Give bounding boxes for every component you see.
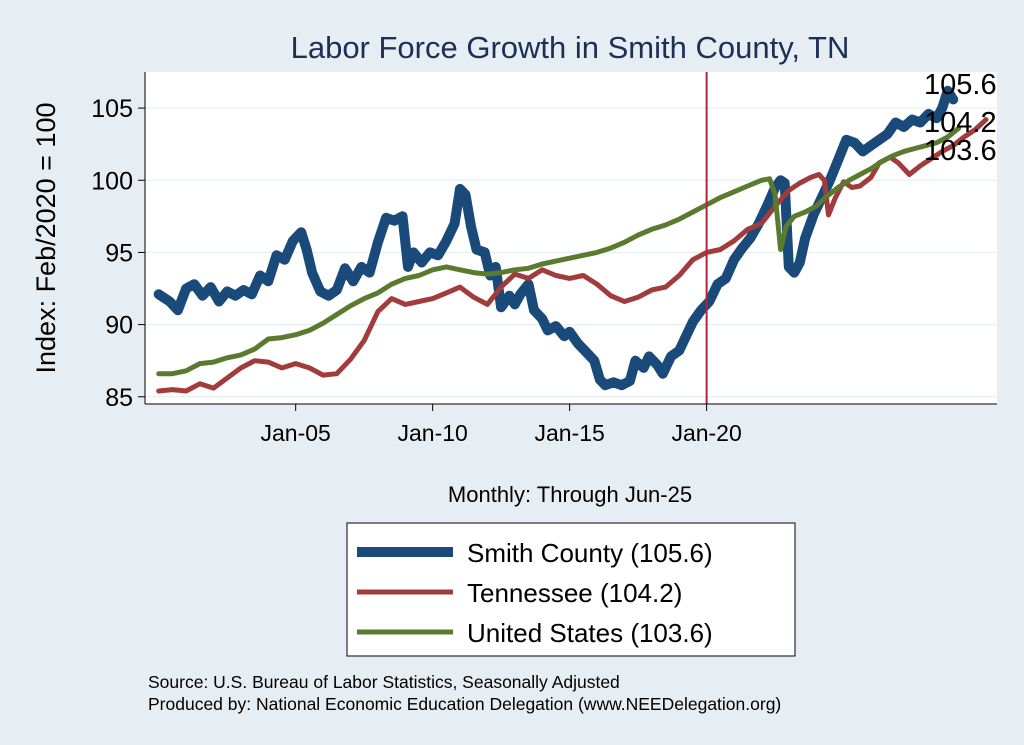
x-tick-label-Jan-10: Jan-10 xyxy=(397,420,467,446)
y-tick-label-105: 105 xyxy=(91,95,133,123)
y-tick-label-85: 85 xyxy=(105,384,133,412)
legend-label-tennessee: Tennessee (104.2) xyxy=(467,578,682,608)
y-ticks: 85 90 95 100 105 xyxy=(91,95,145,412)
x-tick-label-Jan-15: Jan-15 xyxy=(534,420,604,446)
plot-area xyxy=(145,72,997,404)
series-line-us xyxy=(156,125,962,377)
x-tick-label-Jan-05: Jan-05 xyxy=(261,420,331,446)
series-line-tennessee xyxy=(156,117,989,394)
x-tick-label-Jan-20: Jan-20 xyxy=(671,420,741,446)
end-label-us: 103.6 xyxy=(924,135,997,167)
legend-label-smith: Smith County (105.6) xyxy=(467,538,713,568)
legend: Smith County (105.6) Tennessee (104.2) U… xyxy=(346,522,796,657)
series-line-smith xyxy=(153,85,959,391)
x-ticks: Jan-05 Jan-10 Jan-15 Jan-20 xyxy=(261,404,742,446)
end-label-tennessee: 104.2 xyxy=(924,107,997,139)
y-axis-title: Index: Feb/2020 = 100 xyxy=(31,103,61,374)
source-line: Source: U.S. Bureau of Labor Statistics,… xyxy=(148,672,620,692)
produced-by-line: Produced by: National Economic Education… xyxy=(148,694,781,714)
y-tick-label-95: 95 xyxy=(105,239,133,267)
legend-label-us: United States (103.6) xyxy=(467,618,713,648)
series-layer xyxy=(153,85,989,394)
y-tick-label-90: 90 xyxy=(105,312,133,340)
chart-title: Labor Force Growth in Smith County, TN xyxy=(291,30,850,65)
end-label-smith: 105.6 xyxy=(924,69,997,101)
x-axis-title: Monthly: Through Jun-25 xyxy=(448,482,692,507)
y-tick-label-100: 100 xyxy=(91,167,133,195)
